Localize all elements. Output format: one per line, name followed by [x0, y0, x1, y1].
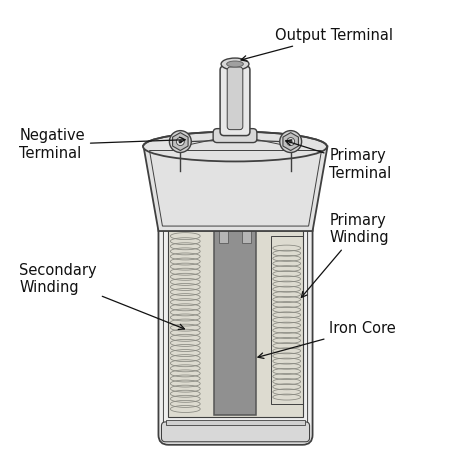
- Bar: [214, 221, 256, 415]
- FancyBboxPatch shape: [162, 422, 310, 442]
- Text: Primary
Terminal: Primary Terminal: [286, 140, 392, 181]
- Circle shape: [287, 137, 295, 146]
- FancyBboxPatch shape: [213, 128, 257, 143]
- Text: Secondary
Winding: Secondary Winding: [19, 263, 184, 329]
- Ellipse shape: [227, 61, 243, 67]
- Circle shape: [169, 131, 191, 153]
- Circle shape: [289, 140, 292, 143]
- FancyBboxPatch shape: [227, 67, 243, 129]
- Bar: [271, 236, 302, 404]
- FancyBboxPatch shape: [158, 146, 312, 445]
- Bar: [166, 420, 305, 425]
- Bar: [219, 221, 228, 243]
- Bar: [168, 223, 302, 417]
- Circle shape: [280, 131, 301, 153]
- Ellipse shape: [143, 132, 327, 162]
- Circle shape: [176, 137, 184, 146]
- Text: Primary
Winding: Primary Winding: [301, 213, 389, 298]
- Text: Iron Core: Iron Core: [258, 321, 396, 358]
- Circle shape: [179, 140, 182, 143]
- Text: Negative
Terminal: Negative Terminal: [19, 128, 185, 161]
- Polygon shape: [144, 146, 328, 231]
- Ellipse shape: [221, 58, 249, 70]
- FancyBboxPatch shape: [220, 66, 250, 136]
- Bar: [242, 221, 251, 243]
- Text: Output Terminal: Output Terminal: [241, 27, 393, 61]
